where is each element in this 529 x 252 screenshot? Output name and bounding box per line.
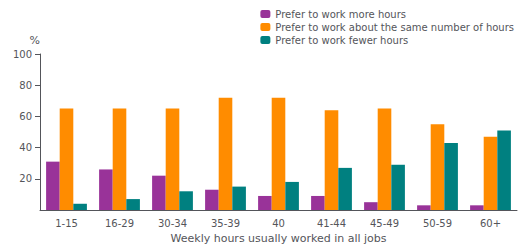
svg-text:1-15: 1-15 [55, 218, 78, 229]
svg-text:30-34: 30-34 [158, 218, 187, 229]
svg-text:100: 100 [13, 49, 32, 60]
svg-text:80: 80 [19, 80, 32, 91]
svg-text:60: 60 [19, 111, 32, 122]
svg-text:45-49: 45-49 [370, 218, 399, 229]
svg-text:35-39: 35-39 [211, 218, 240, 229]
svg-text:40: 40 [19, 142, 32, 153]
svg-text:Prefer to work more hours: Prefer to work more hours [275, 9, 406, 20]
svg-text:Prefer to work about the same: Prefer to work about the same number of … [275, 22, 514, 33]
svg-text:Prefer to work fewer hours: Prefer to work fewer hours [275, 35, 408, 46]
svg-text:40: 40 [272, 218, 285, 229]
svg-text:50-59: 50-59 [423, 218, 452, 229]
svg-text:Weekly hours usually worked in: Weekly hours usually worked in all jobs [170, 232, 386, 245]
svg-text:%: % [30, 34, 40, 47]
svg-text:41-44: 41-44 [317, 218, 346, 229]
svg-text:20: 20 [19, 173, 32, 184]
svg-text:16-29: 16-29 [105, 218, 134, 229]
svg-text:60+: 60+ [480, 218, 501, 229]
